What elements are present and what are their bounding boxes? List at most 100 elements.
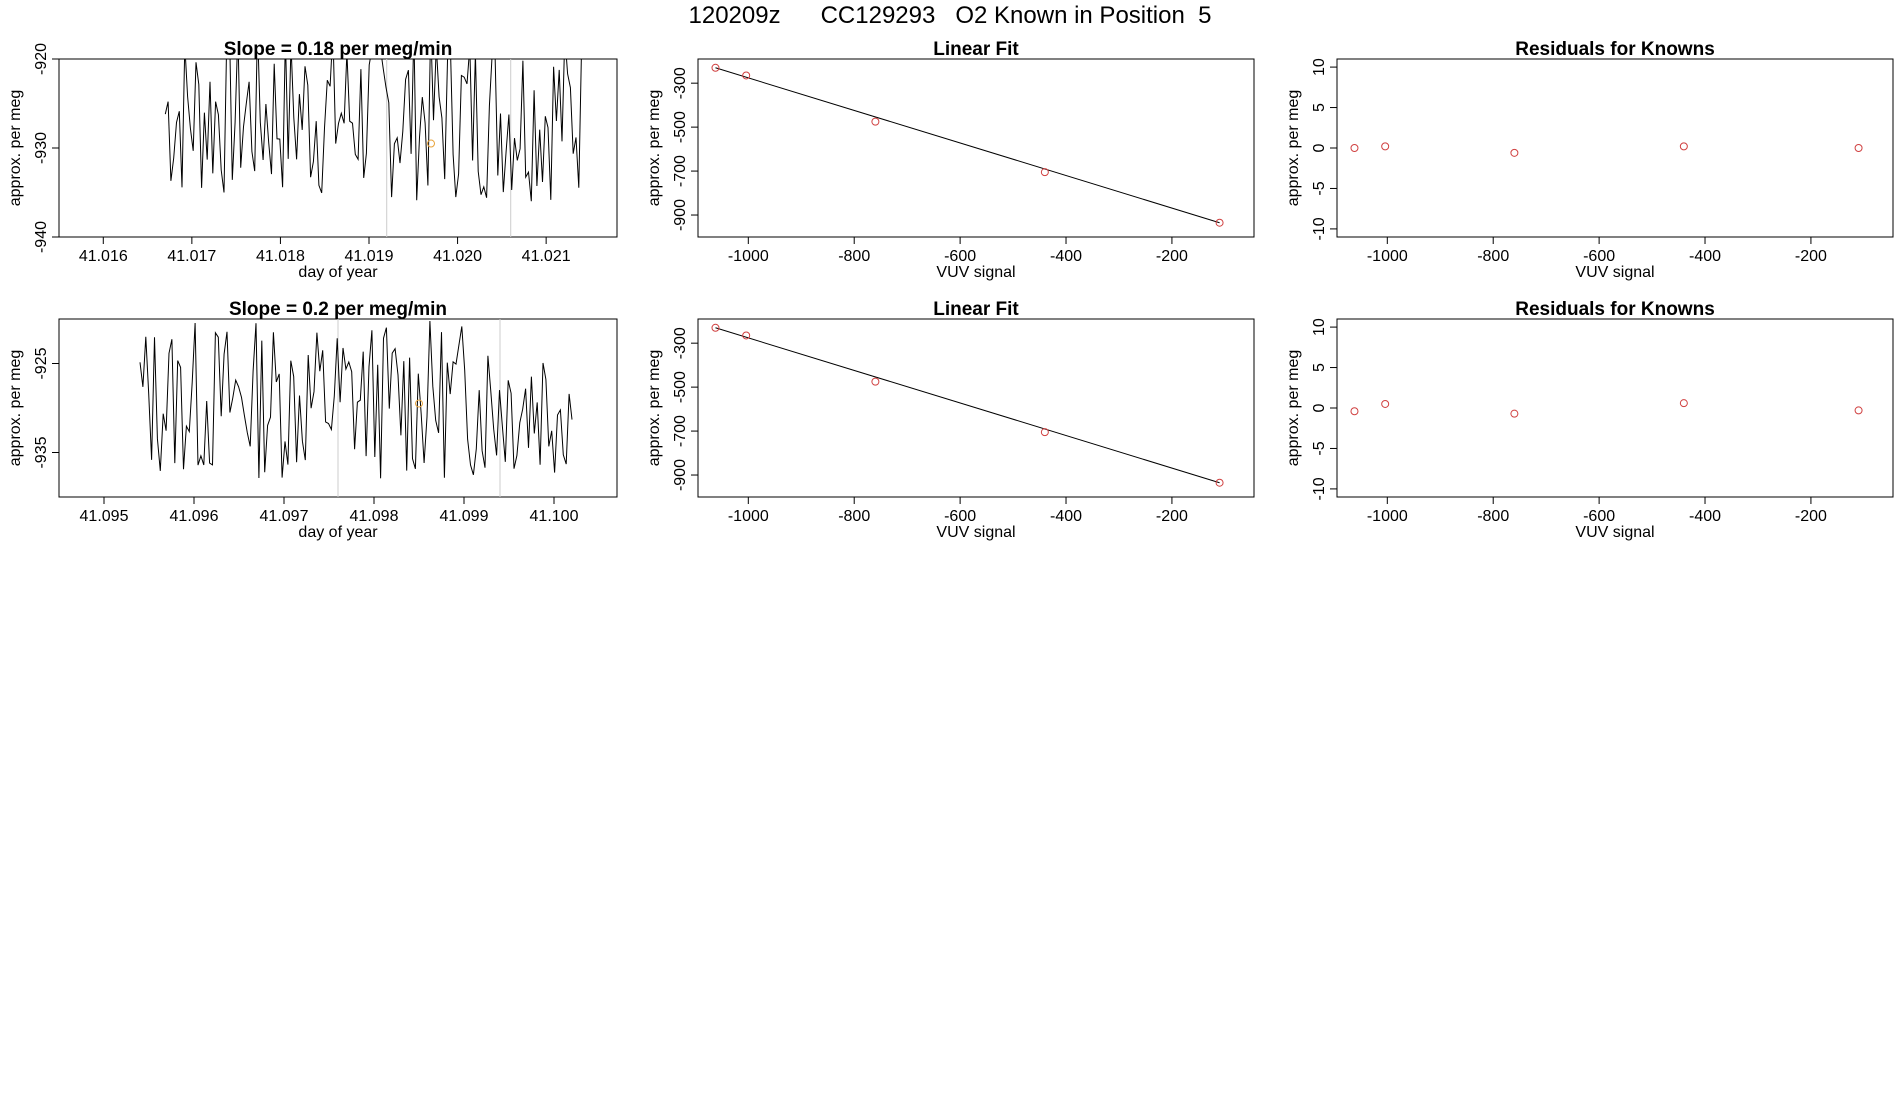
res1-x-tick-label: -1000 (1367, 248, 1408, 265)
res1-y-axis-label: approx. per meg (1285, 90, 1302, 207)
fit2-y-tick-label: -900 (672, 459, 689, 491)
fit2-y-tick-label: -500 (672, 371, 689, 403)
res1-frame (1336, 58, 1894, 238)
fit1-y-axis-label: approx. per meg (646, 90, 663, 207)
fit2-x-tick-label: -200 (1156, 508, 1188, 525)
res2-x-tick-label: -800 (1477, 508, 1509, 525)
fit2-x-tick-label: -600 (944, 508, 976, 525)
fit1-x-tick-label: -600 (944, 248, 976, 265)
fit1-x-tick-label: -800 (838, 248, 870, 265)
res2-title: Residuals for Knowns (1515, 299, 1715, 320)
res1-title: Residuals for Knowns (1515, 39, 1715, 60)
fit1-data-point (742, 71, 751, 80)
res2-data-point (1350, 407, 1359, 416)
ts2-y-tick-label: -935 (33, 436, 50, 468)
ts1-known-marker (427, 139, 435, 148)
ts2-x-tick-label: 41.100 (530, 508, 579, 525)
res2-y-tick-label: 5 (1311, 363, 1328, 372)
res2-frame (1336, 318, 1894, 498)
fit2-title: Linear Fit (933, 299, 1019, 320)
res1-x-tick-label: -200 (1795, 248, 1827, 265)
ts2-known-marker (415, 399, 423, 408)
res2-x-tick-label: -200 (1795, 508, 1827, 525)
fit2-data-point (1040, 428, 1049, 437)
res1-x-tick-label: -400 (1689, 248, 1721, 265)
res2-y-axis-label: approx. per meg (1285, 350, 1302, 467)
ts1-x-axis-label: day of year (298, 264, 378, 281)
fit2-x-tick-label: -400 (1050, 508, 1082, 525)
fit1-frame (697, 58, 1255, 238)
fit2-x-tick-label: -1000 (728, 508, 769, 525)
res2-y-tick-label: 0 (1311, 403, 1328, 412)
res2-data-point (1854, 406, 1863, 415)
fit2-data-point (1215, 478, 1224, 487)
ts2-y-tick-label: -925 (33, 347, 50, 379)
res1-y-tick-label: -5 (1311, 181, 1328, 195)
res1-x-tick-label: -600 (1583, 248, 1615, 265)
ts1-y-tick-label: -930 (33, 132, 50, 164)
ts2-x-tick-label: 41.099 (440, 508, 489, 525)
fit2-data-point (871, 377, 880, 386)
fit1-data-point (711, 63, 720, 72)
ts1-x-tick-label: 41.019 (345, 248, 394, 265)
ts1-x-tick-label: 41.020 (433, 248, 482, 265)
res1-data-point (1350, 144, 1359, 152)
fit1-x-axis-label: VUV signal (936, 264, 1015, 281)
ts1-y-axis-label: approx. per meg (7, 90, 24, 207)
fit2-x-axis-label: VUV signal (936, 524, 1015, 541)
fit1-y-tick-label: -700 (672, 155, 689, 187)
res2-y-tick-label: -5 (1311, 441, 1328, 455)
res1-y-tick-label: 0 (1311, 143, 1328, 152)
fit2-y-tick-label: -300 (672, 327, 689, 359)
res2-data-point (1679, 399, 1688, 408)
res1-data-point (1510, 148, 1519, 157)
ts1-x-tick-label: 41.016 (79, 248, 128, 265)
fit2-y-axis-label: approx. per meg (646, 350, 663, 467)
res2-data-point (1381, 399, 1390, 408)
res2-x-tick-label: -600 (1583, 508, 1615, 525)
ts2-x-tick-label: 41.097 (260, 508, 309, 525)
res1-x-tick-label: -800 (1477, 248, 1509, 265)
ts1-title: Slope = 0.18 per meg/min (224, 39, 453, 60)
res2-y-tick-label: 10 (1311, 318, 1328, 336)
fit2-y-tick-label: -700 (672, 415, 689, 447)
res2-data-point (1510, 409, 1519, 418)
fit1-data-point (871, 117, 880, 126)
res1-y-tick-label: 5 (1311, 103, 1328, 112)
fit2-x-tick-label: -800 (838, 508, 870, 525)
fit2-frame (697, 318, 1255, 498)
fit1-x-tick-label: -200 (1156, 248, 1188, 265)
ts2-y-axis-label: approx. per meg (7, 350, 24, 467)
fit1-y-tick-label: -500 (672, 111, 689, 143)
ts1-x-tick-label: 41.021 (522, 248, 571, 265)
ts2-series-line (139, 320, 573, 479)
res2-x-tick-label: -400 (1689, 508, 1721, 525)
ts1-x-tick-label: 41.018 (256, 248, 305, 265)
ts1-y-tick-label: -940 (33, 221, 50, 253)
page-title: 120209z CC129293 O2 Known in Position 5 (688, 2, 1212, 29)
res2-x-axis-label: VUV signal (1575, 524, 1654, 541)
res1-x-axis-label: VUV signal (1575, 264, 1654, 281)
ts2-x-tick-label: 41.096 (170, 508, 219, 525)
res1-data-point (1679, 142, 1688, 151)
fit1-data-point (1040, 168, 1049, 177)
ts1-x-tick-label: 41.017 (167, 248, 216, 265)
res1-data-point (1381, 142, 1390, 151)
fit2-data-point (711, 323, 720, 332)
fit1-fit-line (715, 67, 1220, 224)
fit1-y-tick-label: -300 (672, 67, 689, 99)
fit1-title: Linear Fit (933, 39, 1019, 60)
fit1-data-point (1215, 218, 1224, 227)
res2-y-tick-label: -10 (1311, 477, 1328, 500)
ts1-series-line (164, 59, 582, 202)
fit2-data-point (742, 331, 751, 340)
fit2-fit-line (715, 327, 1220, 484)
fit1-x-tick-label: -1000 (728, 248, 769, 265)
fit1-y-tick-label: -900 (672, 199, 689, 231)
res1-y-tick-label: 10 (1311, 58, 1328, 76)
fit1-x-tick-label: -400 (1050, 248, 1082, 265)
res1-data-point (1854, 144, 1863, 152)
res2-x-tick-label: -1000 (1367, 508, 1408, 525)
ts1-y-tick-label: -920 (33, 43, 50, 75)
